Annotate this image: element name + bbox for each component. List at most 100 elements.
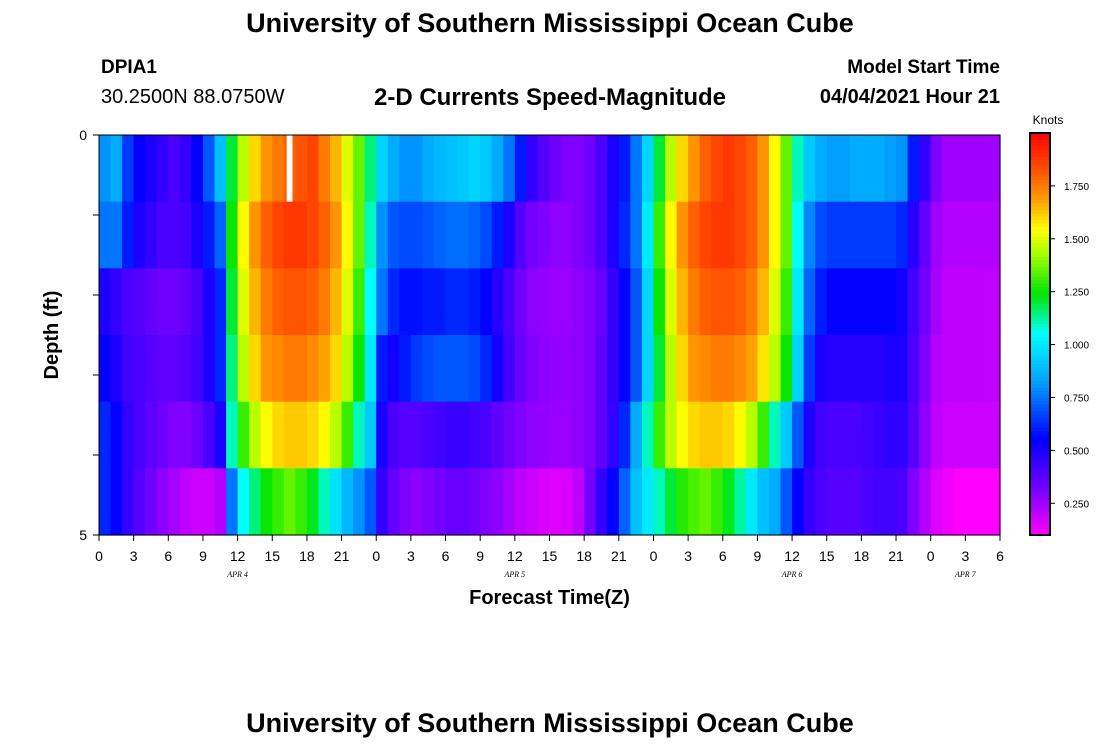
heatmap-cell <box>399 201 412 269</box>
colorbar-segment <box>1030 146 1050 151</box>
heatmap-cell <box>110 401 123 469</box>
colorbar-segment <box>1030 511 1050 516</box>
heatmap-cell <box>214 335 227 403</box>
heatmap-cell <box>318 401 331 469</box>
heatmap-cell <box>953 268 966 336</box>
x-tick-label: 3 <box>407 548 415 564</box>
colorbar-segment <box>1030 364 1050 369</box>
heatmap-cell <box>237 201 250 269</box>
heatmap-cell <box>272 335 285 403</box>
heatmap-cell <box>641 268 655 336</box>
heatmap-cell <box>237 335 250 403</box>
heatmap-cell <box>330 201 343 269</box>
page-title: University of Southern Mississippi Ocean… <box>246 8 854 38</box>
heatmap-cell <box>445 268 458 336</box>
heatmap-cell <box>364 135 377 203</box>
colorbar-segment <box>1030 501 1050 506</box>
heatmap-cell <box>618 201 631 269</box>
colorbar-segment <box>1030 524 1050 529</box>
heatmap-cell <box>503 201 516 269</box>
heatmap-cell <box>745 201 759 269</box>
heatmap-cell <box>491 468 504 536</box>
heatmap-cell <box>468 335 481 403</box>
heatmap-cell <box>907 468 920 536</box>
heatmap-cells <box>99 135 1001 536</box>
heatmap-cell <box>514 335 527 403</box>
heatmap-cell <box>572 201 585 269</box>
colorbar-segment <box>1030 491 1050 496</box>
date-label: APR 5 <box>504 570 526 579</box>
heatmap-cell <box>665 201 678 269</box>
heatmap-cell <box>561 468 574 536</box>
heatmap-cell <box>930 268 943 336</box>
x-tick-label: 0 <box>650 548 658 564</box>
heatmap-cell <box>688 468 701 536</box>
heatmap-cell <box>734 401 747 469</box>
heatmap-cell <box>376 135 389 203</box>
colorbar-segment <box>1030 401 1050 405</box>
heatmap-cell <box>306 268 320 336</box>
colorbar-segment <box>1030 407 1050 412</box>
colorbar-segment <box>1030 317 1050 322</box>
heatmap-cell <box>110 468 123 536</box>
heatmap-cell <box>480 401 493 469</box>
heatmap-cell <box>953 135 966 203</box>
colorbar-segment <box>1030 256 1050 261</box>
colorbar-segment <box>1030 478 1050 482</box>
colorbar-segment <box>1030 246 1050 251</box>
heatmap-cell <box>410 468 424 536</box>
heatmap-cell <box>665 335 678 403</box>
colorbar-segment <box>1030 504 1050 509</box>
heatmap-cell <box>768 401 782 469</box>
heatmap-cell <box>295 201 308 269</box>
heatmap-cell <box>757 468 770 536</box>
colorbar-segment <box>1030 474 1050 479</box>
heatmap-cell <box>526 201 539 269</box>
heatmap-cell <box>884 335 897 403</box>
colorbar-segment <box>1030 417 1050 422</box>
colorbar-segment <box>1030 223 1050 228</box>
heatmap-cell <box>318 135 331 203</box>
heatmap-cell <box>641 401 655 469</box>
heatmap-cell <box>145 468 158 536</box>
x-tick-label: 6 <box>442 548 450 564</box>
colorbar-tick-label: 0.750 <box>1064 393 1089 404</box>
heatmap-cell <box>214 201 227 269</box>
heatmap-cell <box>699 201 712 269</box>
heatmap-cell <box>942 268 955 336</box>
heatmap-cell <box>272 468 285 536</box>
heatmap-cell <box>549 135 562 203</box>
heatmap-cell <box>353 468 366 536</box>
heatmap-cell <box>387 335 400 403</box>
heatmap-cell <box>226 268 239 336</box>
heatmap-cell <box>179 135 193 203</box>
heatmap-cell <box>607 135 620 203</box>
heatmap-cell <box>861 335 874 403</box>
heatmap-cell <box>503 401 516 469</box>
colorbar-segment <box>1030 273 1050 278</box>
colorbar-segment <box>1030 531 1050 536</box>
heatmap-cell <box>942 468 955 536</box>
heatmap-cell <box>630 135 643 203</box>
heatmap-cell <box>399 268 412 336</box>
heatmap-cell <box>179 468 193 536</box>
colorbar-segment <box>1030 216 1050 221</box>
heatmap-cell <box>422 201 435 269</box>
heatmap-cell <box>410 135 424 203</box>
heatmap-cell <box>110 201 123 269</box>
colorbar-segment <box>1030 374 1050 379</box>
heatmap-cell <box>872 468 886 536</box>
heatmap-cell <box>803 135 816 203</box>
colorbar-segment <box>1030 260 1050 265</box>
heatmap-cell <box>734 268 747 336</box>
colorbar-segment <box>1030 514 1050 519</box>
heatmap-cell <box>422 401 435 469</box>
heatmap-cell <box>988 468 1001 536</box>
heatmap-cell <box>572 401 585 469</box>
heatmap-cell <box>410 401 424 469</box>
heatmap-cell <box>226 201 239 269</box>
y-tick-label: 5 <box>79 527 87 543</box>
x-tick-label: 0 <box>95 548 103 564</box>
x-tick-label: 15 <box>819 548 835 564</box>
colorbar-segment <box>1030 447 1050 452</box>
